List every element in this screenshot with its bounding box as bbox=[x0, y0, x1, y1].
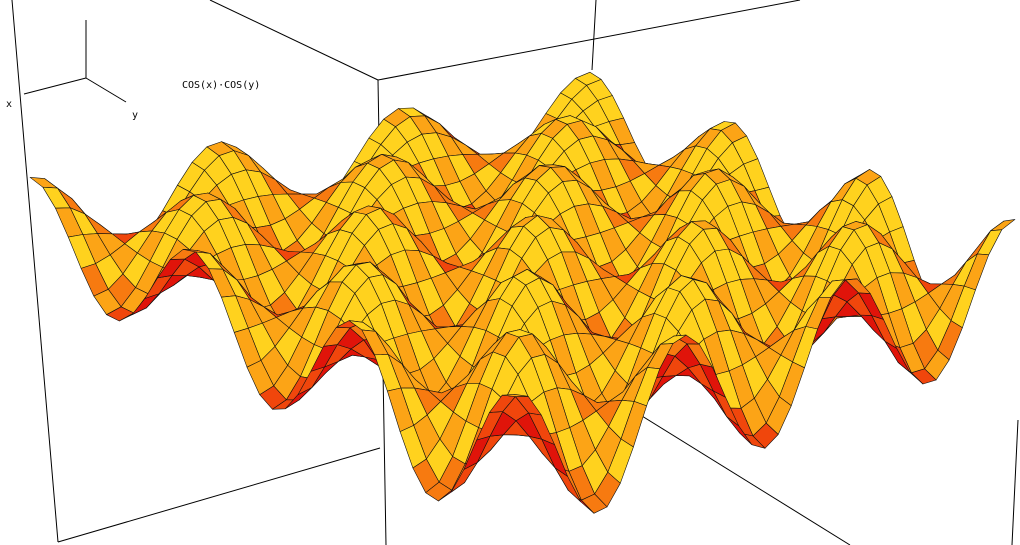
box-edge bbox=[377, 0, 801, 81]
box-edge bbox=[1011, 419, 1019, 545]
box-edge bbox=[591, 0, 597, 71]
x-axis-line bbox=[23, 77, 87, 95]
axis-triad: x y bbox=[6, 20, 138, 121]
x-axis-label: x bbox=[6, 99, 12, 110]
box-edge bbox=[57, 447, 381, 543]
surface bbox=[29, 71, 1016, 514]
y-axis-line bbox=[85, 77, 127, 103]
y-axis-label: y bbox=[132, 110, 138, 121]
box-edge bbox=[209, 0, 379, 81]
surface-facet bbox=[990, 219, 1016, 232]
surface-facet bbox=[501, 394, 529, 397]
surface-facet bbox=[29, 177, 58, 189]
box-edge bbox=[11, 0, 59, 543]
chart-title: COS(x)·COS(y) bbox=[182, 80, 260, 91]
surface-facet bbox=[977, 229, 1003, 256]
